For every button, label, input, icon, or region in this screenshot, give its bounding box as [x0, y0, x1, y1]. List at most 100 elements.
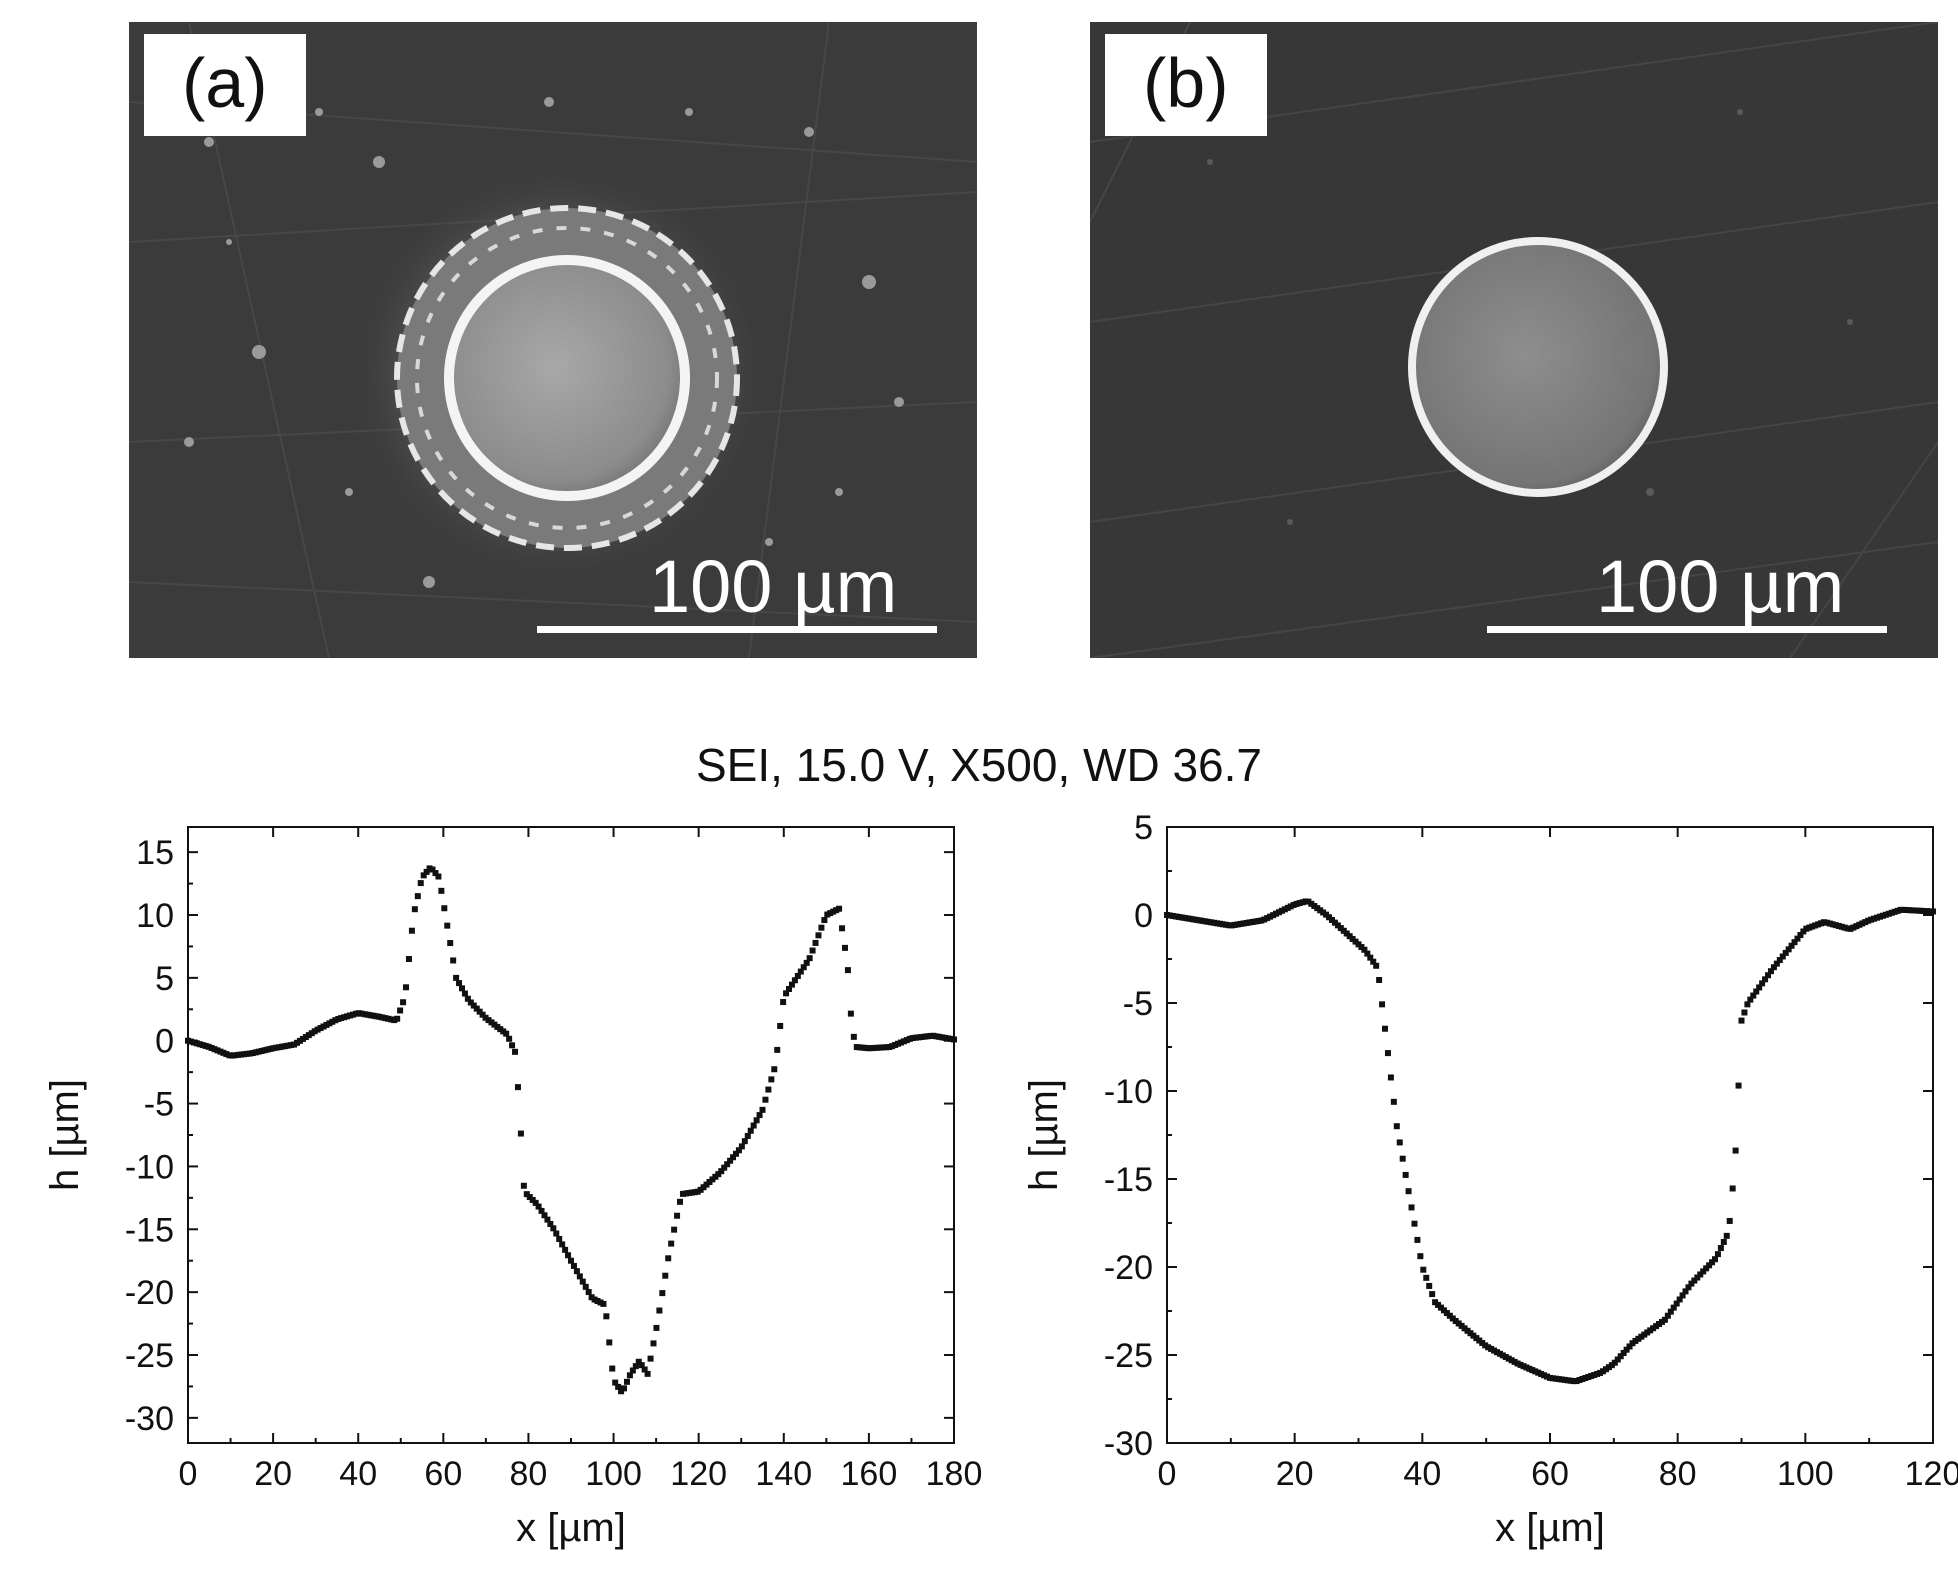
x-axis-title: x [µm]	[1495, 1506, 1605, 1550]
profile-point	[623, 1378, 630, 1385]
scale-bar-text-a: 100 µm	[649, 545, 898, 628]
profile-point	[1779, 953, 1786, 960]
plot-frame	[187, 826, 955, 1444]
profile-point	[582, 1283, 589, 1290]
profile-point	[441, 905, 448, 912]
y-tick-label: 0	[1134, 897, 1153, 935]
profile-point	[1384, 1050, 1391, 1057]
profile-point	[411, 906, 418, 913]
profile-point	[771, 1066, 778, 1073]
profile-point	[1688, 1280, 1695, 1287]
profile-point	[453, 974, 460, 981]
profile-point	[600, 1300, 607, 1307]
profile-point	[641, 1366, 648, 1373]
profile-point	[644, 1370, 651, 1377]
profile-point	[544, 1216, 551, 1223]
profile-point	[1700, 1268, 1707, 1275]
profile-point	[850, 1033, 857, 1040]
profile-point	[1379, 1001, 1386, 1008]
profile-point	[1776, 957, 1783, 964]
profile-point	[1756, 984, 1763, 991]
profile-point	[738, 1143, 745, 1150]
profile-point	[423, 868, 430, 875]
y-tick-label: -25	[125, 1337, 174, 1375]
profile-point	[576, 1273, 583, 1280]
profile-point	[1376, 976, 1383, 983]
x-tick-label: 40	[339, 1455, 377, 1493]
profile-point	[1706, 1262, 1713, 1269]
sem-micrograph-a	[129, 22, 977, 658]
profile-point	[665, 1255, 672, 1262]
y-tick-label: -10	[1104, 1073, 1153, 1111]
profile-point	[662, 1272, 669, 1279]
profile-point	[520, 1182, 527, 1189]
profile-point	[547, 1220, 554, 1227]
profile-point	[841, 944, 848, 951]
profile-point	[809, 947, 816, 954]
profile-point	[791, 977, 798, 984]
profile-point	[1679, 1292, 1686, 1299]
profile-point	[394, 1015, 401, 1022]
profile-point	[615, 1383, 622, 1390]
x-tick-label: 80	[510, 1455, 548, 1493]
scale-bar-b	[1487, 626, 1887, 633]
profile-point	[609, 1365, 616, 1372]
profile-point	[479, 1011, 486, 1018]
profile-point	[444, 922, 451, 929]
profile-point	[629, 1367, 636, 1374]
profile-plot-b: 0 20 40 60 80 100 120 5 0 -5 -10 -15 -20 -25 -30 x [µm]…	[979, 805, 1958, 1591]
profile-point	[1794, 935, 1801, 942]
profile-point	[794, 972, 801, 979]
profile-point	[777, 1022, 784, 1029]
y-tick-label: 5	[155, 960, 174, 998]
profile-point	[656, 1307, 663, 1314]
profile-point	[800, 964, 807, 971]
profile-point	[1373, 962, 1380, 969]
y-tick-label: 15	[136, 834, 174, 872]
scale-bar-text-b: 100 µm	[1596, 545, 1845, 628]
profile-point	[730, 1154, 737, 1161]
profile-point	[815, 932, 822, 939]
profile-point	[653, 1324, 660, 1331]
profile-point	[1717, 1245, 1724, 1252]
profile-point	[458, 985, 465, 992]
profile-point	[464, 995, 471, 1002]
x-tick-label: 80	[1659, 1455, 1697, 1493]
profile-point	[735, 1147, 742, 1154]
profile-point	[1382, 1025, 1389, 1032]
x-tick-label: 20	[1276, 1455, 1314, 1493]
sem-image-a: (a) 100 µm	[129, 22, 977, 658]
profile-point	[803, 959, 810, 966]
x-tick-label: 60	[424, 1455, 462, 1493]
profile-point	[753, 1117, 760, 1124]
y-axis-title: h [µm]	[43, 1079, 87, 1191]
profile-point	[1685, 1284, 1692, 1291]
y-tick-label: -5	[144, 1086, 174, 1124]
sem-caption: SEI, 15.0 V, X500, WD 36.7	[696, 739, 1262, 791]
profile-point	[1611, 1359, 1618, 1366]
profile-point	[1697, 1271, 1704, 1278]
profile-plot-a: 0 20 40 60 80 100 120 140 160 180 15 10 5 0 -5 -10 -15 -2…	[0, 805, 982, 1591]
y-tick-label: 10	[136, 897, 174, 935]
profile-point	[1405, 1188, 1412, 1195]
profile-point	[1791, 939, 1798, 946]
plot-frame	[1166, 826, 1934, 1444]
x-tick-label: 140	[755, 1455, 812, 1493]
profile-point	[403, 984, 410, 991]
profile-point	[1387, 1074, 1394, 1081]
profile-point	[847, 1010, 854, 1017]
scale-bar-a	[537, 626, 937, 633]
profile-point	[671, 1226, 678, 1233]
profile-point	[532, 1199, 539, 1206]
profile-point	[509, 1042, 516, 1049]
profile-point	[839, 925, 846, 932]
x-tick-label: 120	[1905, 1455, 1958, 1493]
profile-point	[1770, 964, 1777, 971]
profile-point	[1750, 992, 1757, 999]
profile-point	[568, 1257, 574, 1264]
profile-point	[844, 967, 851, 974]
profile-point	[559, 1241, 566, 1248]
y-tick-label: -15	[125, 1211, 174, 1249]
profile-point	[786, 985, 793, 992]
profile-point	[635, 1358, 642, 1365]
